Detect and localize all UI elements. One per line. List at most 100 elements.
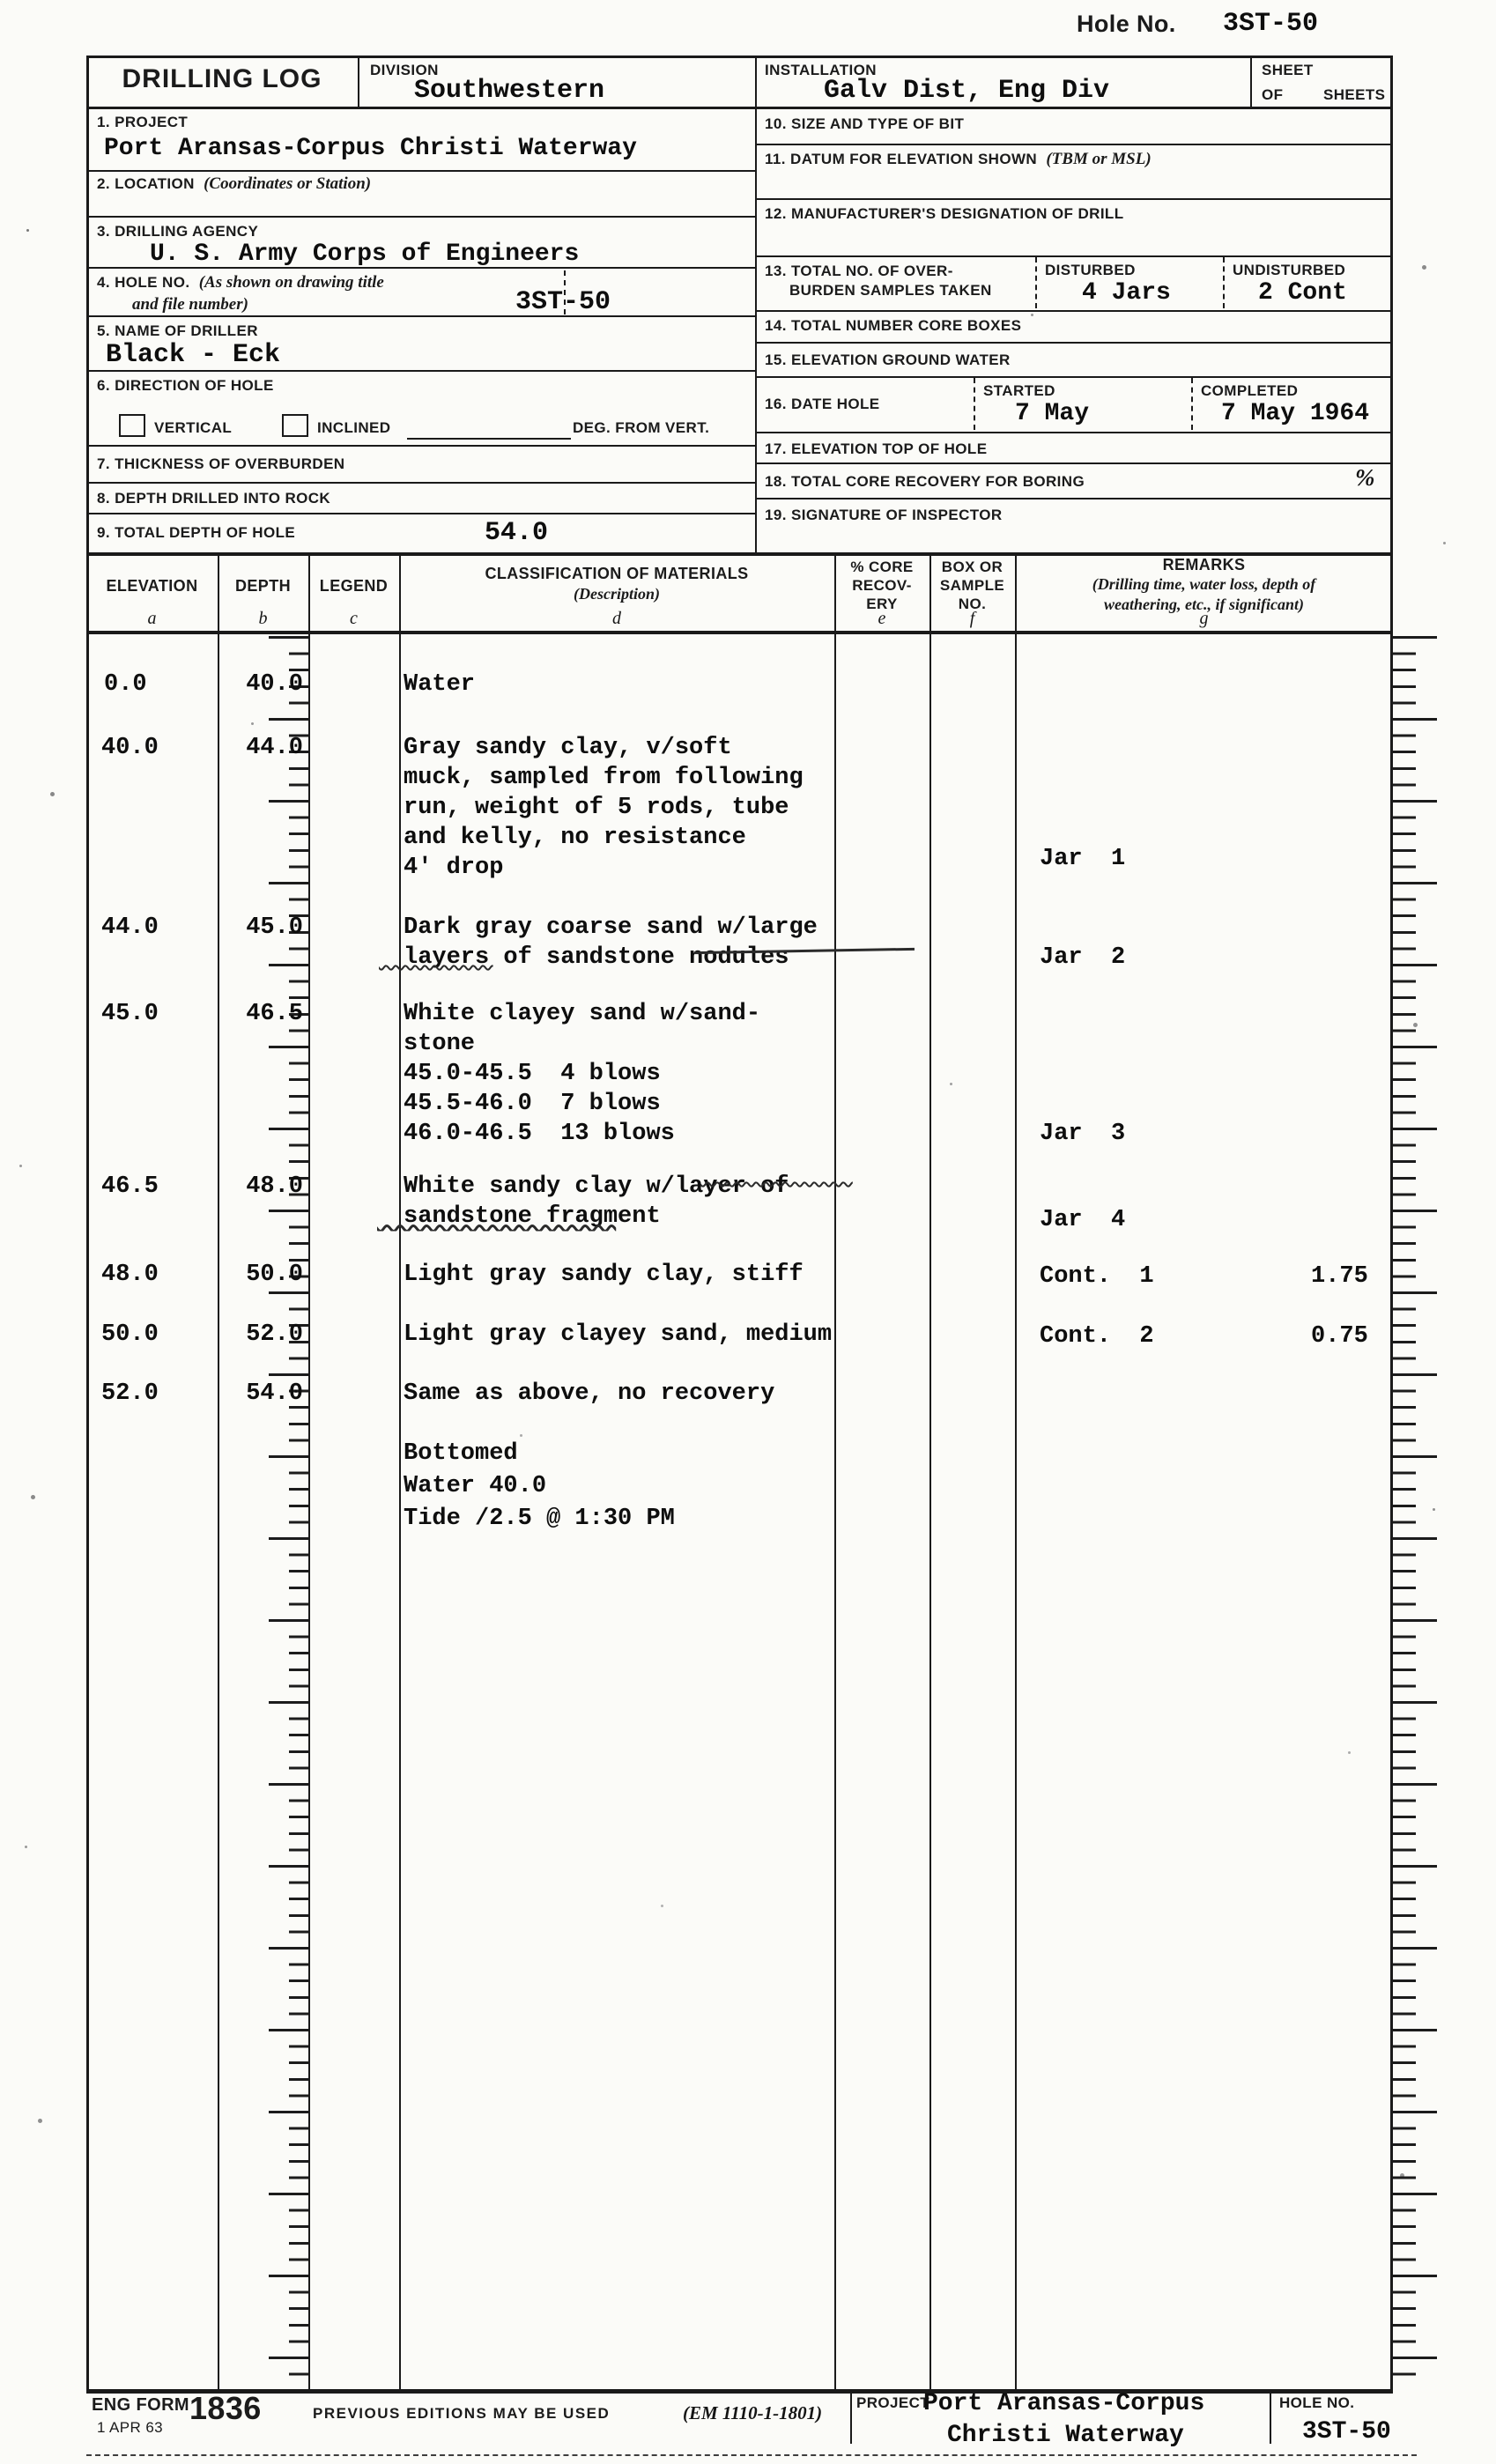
col-letter-g: g xyxy=(1199,609,1209,628)
depth-into-rock-label: 8. DEPTH DRILLED INTO ROCK xyxy=(97,490,331,507)
col-line-f-g xyxy=(1015,552,1017,2389)
elevation-top-label: 17. ELEVATION TOP OF HOLE xyxy=(765,440,988,457)
page-bottom-edge xyxy=(86,2454,1417,2456)
row-recovery: 0.75 xyxy=(1311,1323,1368,1350)
col-letter-e: e xyxy=(878,609,886,628)
depth-ruler-ticks-long xyxy=(269,636,308,2389)
col-header-legend: LEGEND xyxy=(319,577,389,595)
divider xyxy=(755,198,1393,200)
table-bottom-border xyxy=(86,2389,1393,2394)
hole-no-label: 4. HOLE NO. (As shown on drawing title xyxy=(97,273,384,292)
col-line-e-f xyxy=(929,552,931,2389)
divider xyxy=(86,216,755,218)
footer-hole-no-label: HOLE NO. xyxy=(1279,2394,1355,2411)
footer-project-label: PROJECT xyxy=(856,2394,930,2411)
core-boxes-label: 14. TOTAL NUMBER CORE BOXES xyxy=(765,317,1022,334)
row-depth: 46.5 xyxy=(246,1001,303,1027)
row-elevation: 44.0 xyxy=(101,914,159,941)
divider xyxy=(755,144,1393,145)
started-value: 7 May xyxy=(1015,400,1090,427)
row-remark: Jar 1 xyxy=(1040,846,1126,872)
right-ruler-ticks-long xyxy=(1393,636,1437,2389)
undisturbed-label: UNDISTURBED xyxy=(1233,262,1346,278)
division-label: DIVISION xyxy=(370,62,439,78)
row-depth: 48.0 xyxy=(246,1173,303,1200)
drill-designation-label: 12. MANUFACTURER'S DESIGNATION OF DRILL xyxy=(765,205,1124,222)
footer-hole-no-value: 3ST-50 xyxy=(1302,2418,1391,2446)
scan-speckles xyxy=(26,229,29,232)
deg-underline xyxy=(407,438,571,440)
table-header-border xyxy=(86,631,1393,634)
drilling-agency-value: U. S. Army Corps of Engineers xyxy=(150,240,580,268)
footer-divider xyxy=(1270,2389,1271,2444)
form-number: 1836 xyxy=(189,2390,262,2426)
datum-note: (TBM or MSL) xyxy=(1046,150,1152,168)
col-header-depth: DEPTH xyxy=(234,577,291,595)
sheets-label: SHEETS xyxy=(1323,86,1386,103)
hole-no-note2: and file number) xyxy=(132,295,248,314)
row-description: Light gray clayey sand, medium xyxy=(404,1321,833,1348)
col-header-classification-note: (Description) xyxy=(574,585,660,603)
col-letter-f: f xyxy=(969,609,975,628)
completed-value: 7 May 1964 xyxy=(1221,400,1370,427)
footer-project-value-line2: Christi Waterway xyxy=(947,2422,1184,2449)
core-recovery-label: 18. TOTAL CORE RECOVERY FOR BORING xyxy=(765,473,1085,490)
pencil-mark xyxy=(377,1203,616,1230)
col-header-core-recovery: % CORE RECOV- ERY xyxy=(850,559,914,612)
divider xyxy=(755,342,1393,344)
footer-divider xyxy=(850,2389,852,2444)
row-depth: 54.0 xyxy=(246,1380,303,1407)
form-date: 1 APR 63 xyxy=(97,2419,164,2436)
vertical-checkbox xyxy=(119,414,145,437)
bit-type-label: 10. SIZE AND TYPE OF BIT xyxy=(765,115,965,132)
pencil-mark xyxy=(700,1161,853,1188)
row-elevation: 48.0 xyxy=(101,1262,159,1288)
row-description: Light gray sandy clay, stiff xyxy=(404,1262,804,1288)
of-label: OF xyxy=(1262,86,1284,103)
row-remark: Jar 3 xyxy=(1040,1121,1126,1147)
inspector-signature-label: 19. SIGNATURE OF INSPECTOR xyxy=(765,507,1003,523)
deg-from-vert-label: DEG. FROM VERT. xyxy=(573,419,710,436)
row-description: Water xyxy=(404,671,476,698)
row-remark: Jar 4 xyxy=(1040,1207,1126,1233)
col-line-a-b xyxy=(218,552,219,2389)
row-remark: Cont. 1 xyxy=(1040,1263,1154,1290)
overburden-thickness-label: 7. THICKNESS OF OVERBURDEN xyxy=(97,455,345,472)
driller-value: Black - Eck xyxy=(106,340,281,370)
row-depth: 40.0 xyxy=(246,671,303,698)
divider-dashed xyxy=(564,270,566,314)
form-left-border xyxy=(86,55,89,2391)
divider xyxy=(755,376,1393,378)
location-note: (Coordinates or Station) xyxy=(204,174,372,193)
divider-dashed xyxy=(1223,257,1225,308)
ground-water-label: 15. ELEVATION GROUND WATER xyxy=(765,351,1011,368)
table-top-border xyxy=(86,552,1393,556)
row-elevation: 50.0 xyxy=(101,1321,159,1348)
divider-dashed xyxy=(1191,378,1193,430)
row-depth: 45.0 xyxy=(246,914,303,941)
divider xyxy=(86,315,755,317)
col-letter-c: c xyxy=(350,609,358,628)
division-value: Southwestern xyxy=(414,76,605,106)
project-label: 1. PROJECT xyxy=(97,114,189,130)
col-line-c-d xyxy=(399,552,401,2389)
overburden-samples-label2: BURDEN SAMPLES TAKEN xyxy=(789,282,992,299)
divider xyxy=(755,255,1393,257)
disturbed-value: 4 Jars xyxy=(1082,279,1171,307)
row-recovery: 1.75 xyxy=(1311,1263,1368,1290)
inclined-label: INCLINED xyxy=(317,419,391,436)
col-header-classification: CLASSIFICATION OF MATERIALS xyxy=(485,565,749,582)
direction-of-hole-label: 6. DIRECTION OF HOLE xyxy=(97,377,274,394)
row-description: White sandy clay w/layer of sandstone fr… xyxy=(404,1173,789,1230)
row-description: Gray sandy clay, v/soft muck, sampled fr… xyxy=(404,735,804,881)
overburden-samples-label: 13. TOTAL NO. OF OVER- xyxy=(765,263,953,279)
project-value: Port Aransas-Corpus Christi Waterway xyxy=(104,135,637,162)
col-letter-a: a xyxy=(147,609,157,628)
row-remark: Cont. 2 xyxy=(1040,1323,1154,1350)
divider xyxy=(755,498,1393,499)
percent-sign: % xyxy=(1355,464,1375,491)
form-top-border xyxy=(86,55,1393,58)
row-elevation: 46.5 xyxy=(101,1173,159,1200)
total-depth-label: 9. TOTAL DEPTH OF HOLE xyxy=(97,524,296,541)
